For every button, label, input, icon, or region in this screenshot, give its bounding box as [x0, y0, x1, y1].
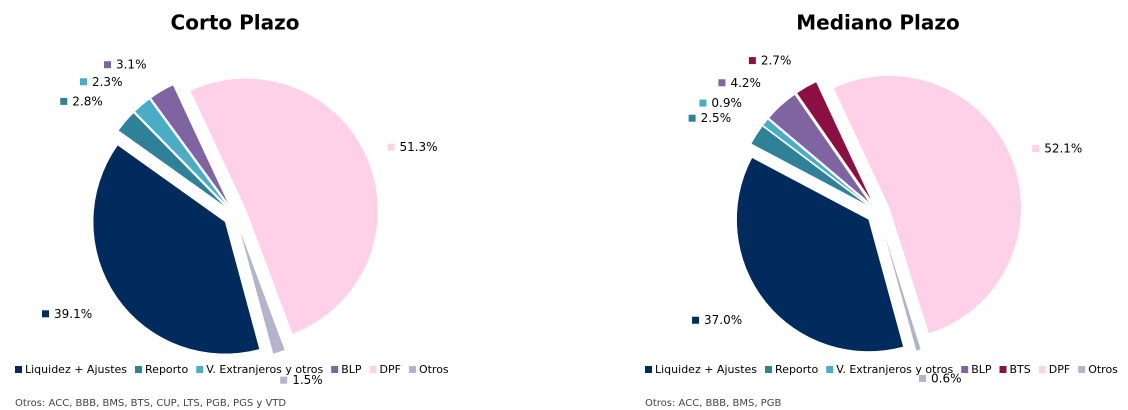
pie-slice: [92, 144, 260, 355]
data-label: 2.3%: [92, 75, 123, 89]
legend-label: Reporto: [775, 363, 818, 376]
legend-label: Reporto: [145, 363, 188, 376]
legend-label: Liquidez + Ajustes: [25, 363, 127, 376]
label-marker: [919, 374, 927, 382]
label-marker: [688, 114, 696, 122]
data-label: 1.5%: [292, 373, 323, 387]
data-label: 0.6%: [931, 371, 962, 385]
chart-title: Mediano Plazo: [796, 11, 959, 35]
pie-slice: [189, 78, 379, 335]
legend-label: BTS: [1010, 363, 1031, 376]
label-marker: [387, 143, 395, 151]
data-label: 2.5%: [701, 111, 732, 125]
legend-label: BLP: [971, 363, 992, 376]
legend-label: DPF: [380, 363, 401, 376]
footnote: Otros: ACC, BBB, BMS, PGB: [645, 398, 781, 409]
legend-swatch: [765, 366, 773, 373]
legend-label: Liquidez + Ajustes: [655, 363, 757, 376]
data-label: 52.1%: [1044, 142, 1082, 156]
legend-swatch: [408, 366, 416, 373]
label-marker: [692, 316, 700, 324]
data-label: 4.2%: [730, 76, 761, 90]
legend-swatch: [369, 366, 377, 373]
legend-swatch: [1078, 366, 1086, 373]
pie-slice: [736, 157, 904, 352]
pie-slice: [833, 75, 1022, 334]
legend-swatch: [999, 366, 1007, 373]
label-marker: [1032, 145, 1040, 153]
data-label: 51.3%: [399, 140, 437, 154]
label-marker: [60, 97, 68, 105]
pie-slice: [768, 94, 871, 204]
legend-swatch: [15, 366, 22, 373]
data-label: 2.7%: [761, 54, 792, 68]
pie-slice: [118, 112, 227, 208]
chart-title: Corto Plazo: [171, 11, 300, 35]
legend-swatch: [135, 366, 143, 373]
pie-chart: Mediano Plazo 37.0% 2.5%0.9% 4.2%2.7% 52.1% 0…: [645, 11, 1118, 409]
label-marker: [103, 61, 111, 69]
label-marker: [79, 78, 87, 86]
legend-label: Otros: [1088, 363, 1118, 376]
pie-slice: [750, 125, 869, 206]
data-label: 2.8%: [72, 94, 103, 108]
pie-slice: [238, 226, 286, 355]
pie-slice: [134, 98, 228, 207]
legend-label: Otros: [419, 363, 449, 376]
legend-label: DPF: [1049, 363, 1070, 376]
label-marker: [718, 79, 726, 87]
legend-swatch: [961, 366, 969, 373]
pie-slice: [796, 81, 873, 202]
legend-swatch: [196, 366, 204, 373]
legend-swatch: [826, 366, 834, 373]
pie-slice: [762, 119, 869, 205]
data-label: 39.1%: [54, 307, 92, 321]
label-marker: [280, 376, 288, 384]
legend-swatch: [645, 366, 652, 373]
label-marker: [748, 57, 756, 65]
legend-swatch: [1038, 366, 1046, 373]
data-label: 37.0%: [704, 313, 742, 327]
data-label: 3.1%: [116, 58, 147, 72]
pie-slice: [881, 223, 922, 352]
pie-chart: Corto Plazo 39.1% 2.8% 2.3% 3.1% 51.3% 1.5% Liq…: [15, 11, 449, 409]
legend-label: V. Extranjeros y otros: [206, 363, 323, 376]
label-marker: [699, 99, 707, 107]
label-marker: [41, 310, 49, 318]
legend-label: BLP: [341, 363, 362, 376]
legend-label: V. Extranjeros y otros: [836, 363, 953, 376]
data-label: 0.9%: [711, 96, 742, 110]
footnote: Otros: ACC, BBB, BMS, BTS, CUP, LTS, PGB…: [15, 398, 286, 409]
legend-swatch: [331, 366, 339, 373]
pie-slice: [150, 84, 230, 205]
